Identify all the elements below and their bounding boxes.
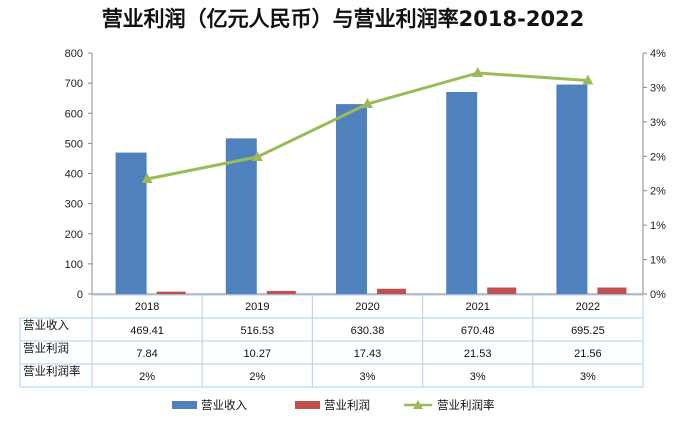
y-right-tick-label: 1% bbox=[650, 255, 666, 267]
bar-营业收入-2022 bbox=[556, 84, 588, 294]
table-header-2018: 2018 bbox=[135, 301, 159, 313]
table-cell-营业收入-2021: 670.48 bbox=[461, 325, 495, 337]
table-header-2022: 2022 bbox=[576, 301, 600, 313]
table-cell-营业利润-2020: 17.43 bbox=[354, 348, 382, 360]
chart-title: 营业利润（亿元人民币）与营业利润率2018-2022 bbox=[102, 7, 585, 31]
table-cell-营业利润率-2019: 2% bbox=[249, 371, 265, 383]
marker-营业利润率-2018 bbox=[141, 173, 153, 184]
marker-营业利润率-2020 bbox=[362, 97, 373, 108]
table-cell-营业利润率-2020: 3% bbox=[360, 371, 376, 383]
bar-营业利润-2018 bbox=[156, 291, 186, 294]
table-row-label-营业收入: 营业收入 bbox=[23, 318, 69, 332]
y-right-tick-label: 3% bbox=[650, 82, 666, 94]
legend-swatch-营业利润 bbox=[295, 401, 320, 409]
y-right-tick-label: 1% bbox=[650, 220, 666, 232]
plot-area: 0 100 200 300 400 500 600 700 800 0% 1% 1% 2% 2% 3% 3% 4… bbox=[65, 48, 666, 301]
table-header-2021: 2021 bbox=[465, 301, 489, 313]
bar-营业利润-2020 bbox=[377, 288, 406, 294]
legend-label-营业利润率: 营业利润率 bbox=[437, 398, 495, 412]
bar-营业收入-2019 bbox=[225, 138, 257, 294]
table-cell-营业收入-2020: 630.38 bbox=[351, 325, 385, 337]
table-cell-营业利润率-2018: 2% bbox=[139, 371, 155, 383]
bar-营业利润-2022 bbox=[597, 287, 627, 294]
y-right-tick-label: 3% bbox=[650, 117, 666, 129]
y-left-tick-label: 300 bbox=[65, 199, 83, 211]
table-cell-营业收入-2022: 695.25 bbox=[571, 325, 605, 337]
y-right-tick-label: 2% bbox=[650, 186, 666, 198]
legend-swatch-营业收入 bbox=[172, 401, 197, 409]
table-header-2019: 2019 bbox=[245, 301, 269, 313]
table-header-2020: 2020 bbox=[355, 301, 379, 313]
y-left-tick-label: 100 bbox=[65, 259, 83, 271]
legend: 营业收入 营业利润 营业利润率 bbox=[172, 398, 495, 412]
bar-营业收入-2018 bbox=[115, 152, 147, 294]
y-left-tick-label: 200 bbox=[65, 229, 83, 241]
table-cell-营业收入-2019: 516.53 bbox=[240, 325, 274, 337]
y-left-tick-label: 800 bbox=[65, 48, 83, 60]
bar-营业利润-2021 bbox=[487, 287, 517, 294]
table-cell-营业利润-2019: 10.27 bbox=[244, 348, 272, 360]
table-cell-营业收入-2018: 469.41 bbox=[130, 325, 164, 337]
y-left-tick-label: 0 bbox=[77, 289, 83, 301]
table-cell-营业利润-2022: 21.56 bbox=[574, 348, 602, 360]
legend-label-营业收入: 营业收入 bbox=[201, 398, 247, 412]
y-left-tick-label: 700 bbox=[65, 78, 83, 90]
data-table: 2018 2019 2020 2021 2022 营业收入 469.41 516.53 630.… bbox=[19, 294, 644, 388]
table-row-label-营业利润: 营业利润 bbox=[23, 341, 69, 355]
y-right-tick-label: 0% bbox=[650, 289, 666, 301]
y-left-tick-label: 600 bbox=[65, 108, 83, 120]
table-cell-营业利润率-2022: 3% bbox=[580, 371, 596, 383]
y-left-tick-label: 500 bbox=[65, 138, 83, 150]
line-营业利润率 bbox=[146, 71, 589, 181]
table-row-label-营业利润率: 营业利润率 bbox=[23, 364, 81, 378]
y-right-tick-label: 4% bbox=[650, 48, 666, 60]
bar-营业收入-2020 bbox=[336, 104, 367, 294]
table-cell-营业利润-2018: 7.84 bbox=[136, 348, 157, 360]
table-cell-营业利润率-2021: 3% bbox=[470, 371, 486, 383]
marker-营业利润率-2019 bbox=[251, 150, 263, 161]
y-right-tick-label: 2% bbox=[650, 151, 666, 163]
bar-营业收入-2021 bbox=[446, 92, 478, 294]
bar-营业利润-2019 bbox=[266, 290, 296, 294]
marker-营业利润率-2021 bbox=[472, 66, 484, 77]
y-left-tick-label: 400 bbox=[65, 169, 83, 181]
table-cell-营业利润-2021: 21.53 bbox=[464, 348, 492, 360]
legend-label-营业利润: 营业利润 bbox=[324, 398, 370, 412]
legend-marker-营业利润率 bbox=[413, 400, 423, 409]
marker-营业利润率-2022 bbox=[582, 74, 594, 85]
